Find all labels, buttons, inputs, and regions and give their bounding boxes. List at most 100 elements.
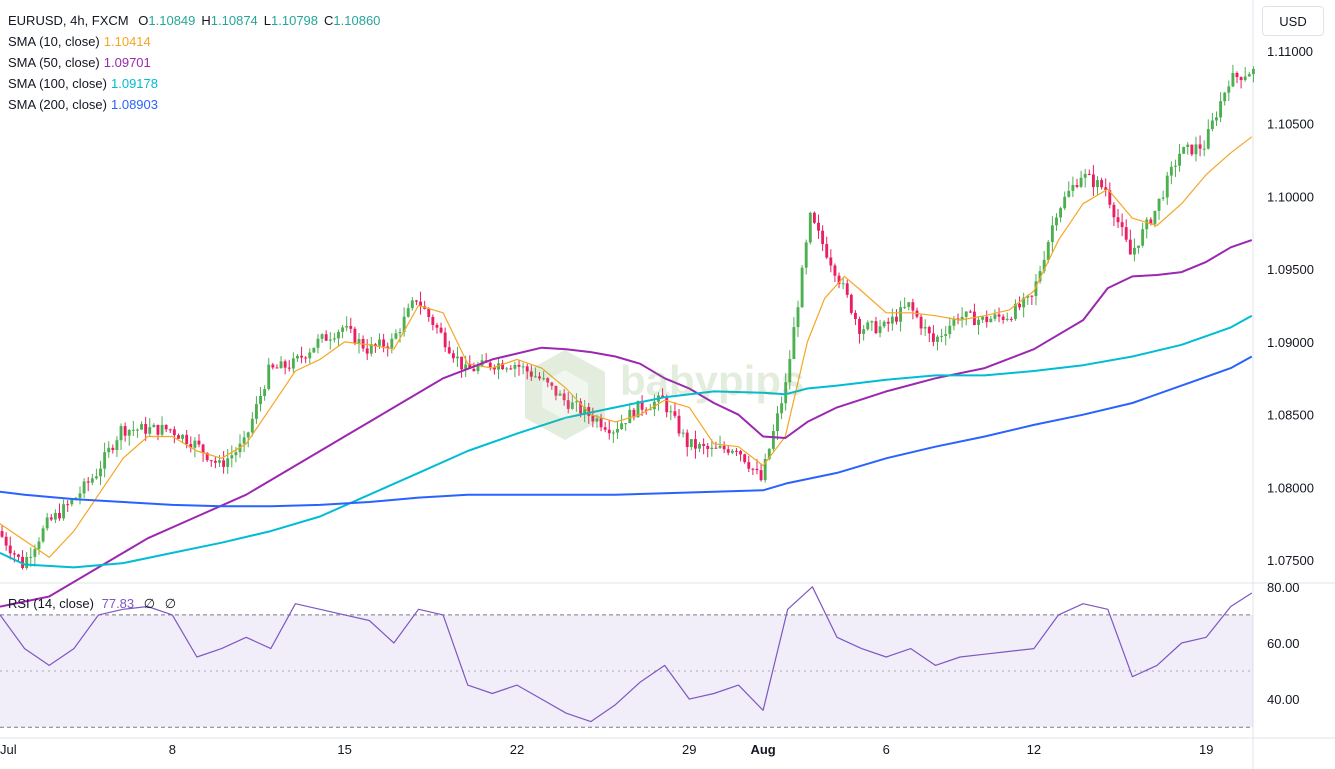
candle-body[interactable] <box>390 338 394 349</box>
candle-body[interactable] <box>702 444 706 446</box>
candle-body[interactable] <box>160 424 164 435</box>
candle-body[interactable] <box>78 493 82 498</box>
candle-body[interactable] <box>632 409 636 418</box>
symbol-label[interactable]: EURUSD, 4h, FXCM <box>8 13 129 28</box>
candle-body[interactable] <box>1091 174 1095 188</box>
candle-body[interactable] <box>1083 173 1087 178</box>
candle-body[interactable] <box>259 396 262 405</box>
candle-body[interactable] <box>710 447 714 450</box>
candle-body[interactable] <box>37 541 41 550</box>
candle-body[interactable] <box>776 413 779 432</box>
candle-body[interactable] <box>993 314 997 319</box>
candle-body[interactable] <box>4 536 8 546</box>
candle-body[interactable] <box>817 222 820 231</box>
candle-body[interactable] <box>726 449 730 453</box>
candle-body[interactable] <box>464 364 468 370</box>
candle-body[interactable] <box>808 212 812 243</box>
candle-body[interactable] <box>131 429 135 431</box>
candle-body[interactable] <box>177 435 180 439</box>
candle-body[interactable] <box>509 368 513 370</box>
candle-body[interactable] <box>337 331 340 339</box>
candle-body[interactable] <box>747 462 751 469</box>
candle-body[interactable] <box>1116 217 1120 223</box>
indicator-row[interactable]: SMA (200, close) 1.08903 <box>8 94 386 115</box>
candle-body[interactable] <box>1206 129 1210 149</box>
candle-body[interactable] <box>927 327 931 334</box>
candle-body[interactable] <box>845 283 849 295</box>
candle-body[interactable] <box>1112 204 1116 218</box>
candle-body[interactable] <box>1128 239 1132 255</box>
candle-body[interactable] <box>1018 303 1021 308</box>
candle-body[interactable] <box>583 406 587 414</box>
candle-body[interactable] <box>492 367 496 370</box>
candle-body[interactable] <box>1145 219 1149 230</box>
candle-body[interactable] <box>599 418 603 428</box>
candle-body[interactable] <box>82 481 86 494</box>
candle-body[interactable] <box>1059 208 1063 218</box>
candle-body[interactable] <box>25 556 29 569</box>
candle-body[interactable] <box>1137 245 1140 248</box>
candle-body[interactable] <box>275 367 279 369</box>
candle-body[interactable] <box>669 411 673 413</box>
candle-body[interactable] <box>189 444 193 448</box>
candle-body[interactable] <box>119 426 123 441</box>
candle-body[interactable] <box>501 363 505 370</box>
candle-body[interactable] <box>985 316 989 323</box>
candle-body[interactable] <box>205 452 209 461</box>
candle-body[interactable] <box>849 294 853 313</box>
candle-body[interactable] <box>402 316 406 333</box>
candle-body[interactable] <box>66 504 70 506</box>
candle-body[interactable] <box>148 427 152 434</box>
candle-body[interactable] <box>722 445 726 450</box>
candle-body[interactable] <box>693 439 697 449</box>
candle-body[interactable] <box>546 378 550 383</box>
candle-body[interactable] <box>1038 271 1042 282</box>
candle-body[interactable] <box>1124 227 1128 240</box>
candle-body[interactable] <box>689 439 693 448</box>
candle-body[interactable] <box>99 468 102 477</box>
candle-body[interactable] <box>1169 166 1173 176</box>
candle-body[interactable] <box>447 347 451 354</box>
candle-body[interactable] <box>878 326 882 334</box>
candle-body[interactable] <box>644 409 648 411</box>
candle-body[interactable] <box>833 265 837 276</box>
candle-body[interactable] <box>931 333 935 342</box>
candle-body[interactable] <box>156 424 160 435</box>
candle-body[interactable] <box>771 431 775 449</box>
candle-body[interactable] <box>977 319 980 325</box>
candle-body[interactable] <box>1071 185 1075 191</box>
candle-body[interactable] <box>1046 242 1050 260</box>
candle-body[interactable] <box>628 409 632 424</box>
candle-body[interactable] <box>960 316 964 321</box>
candle-body[interactable] <box>373 344 377 346</box>
candle-body[interactable] <box>677 415 681 434</box>
candle-body[interactable] <box>1141 229 1145 246</box>
candle-body[interactable] <box>714 447 718 449</box>
candle-body[interactable] <box>591 415 595 422</box>
candle-body[interactable] <box>1001 316 1005 320</box>
candle-body[interactable] <box>862 329 866 334</box>
candle-body[interactable] <box>394 333 398 339</box>
candle-body[interactable] <box>792 327 796 360</box>
candle-body[interactable] <box>382 339 386 347</box>
candle-body[interactable] <box>989 318 993 323</box>
candle-body[interactable] <box>784 382 788 404</box>
candle-body[interactable] <box>595 418 599 422</box>
candle-body[interactable] <box>529 371 533 377</box>
candle-body[interactable] <box>271 364 275 368</box>
candle-body[interactable] <box>472 368 476 372</box>
candle-body[interactable] <box>1050 225 1054 243</box>
candle-body[interactable] <box>94 476 98 479</box>
candle-body[interactable] <box>1186 144 1190 147</box>
candle-body[interactable] <box>246 432 250 438</box>
candle-body[interactable] <box>234 452 238 456</box>
candle-body[interactable] <box>652 401 656 410</box>
candle-body[interactable] <box>730 450 734 453</box>
candle-body[interactable] <box>345 325 349 328</box>
candle-body[interactable] <box>431 316 435 326</box>
candle-body[interactable] <box>837 275 841 284</box>
candle-body[interactable] <box>419 301 422 307</box>
candle-body[interactable] <box>316 338 320 348</box>
candle-body[interactable] <box>513 364 517 369</box>
